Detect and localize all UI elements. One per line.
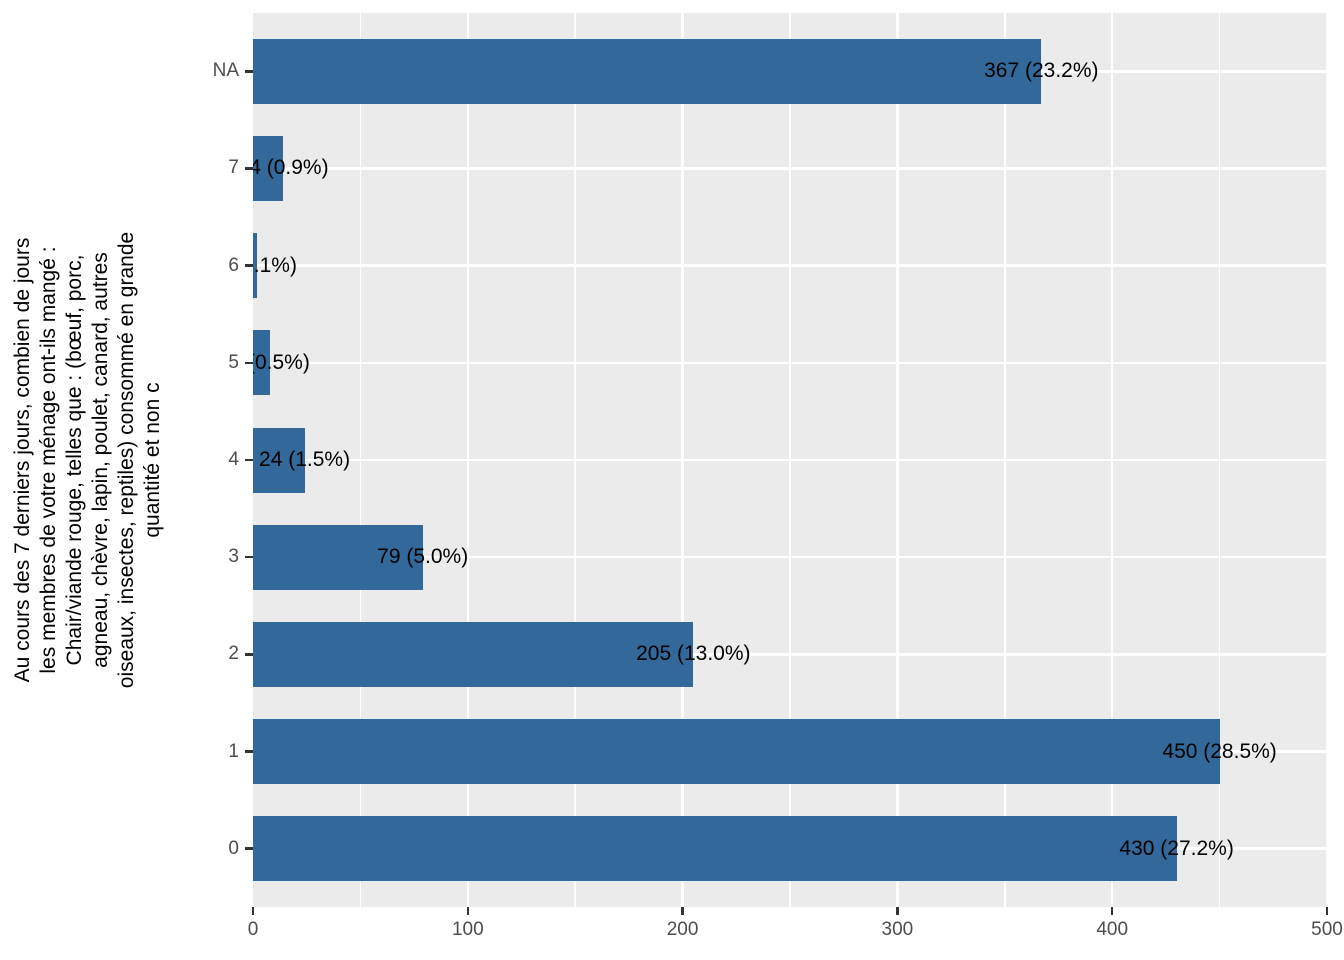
bar-value-label-4: 24 (1.5%) — [259, 448, 351, 471]
y-axis-tick-label: 3 — [228, 546, 239, 568]
y-axis-tick-label: 0 — [228, 837, 239, 859]
x-axis-tick — [681, 907, 684, 915]
gridline-major — [1110, 13, 1114, 907]
y-axis-tick-label: 7 — [228, 157, 239, 179]
y-axis-tick-label: 1 — [228, 740, 239, 762]
x-axis-tick-label: 500 — [1311, 919, 1343, 940]
y-axis-tick — [245, 847, 253, 850]
y-axis-tick-label: 5 — [228, 351, 239, 373]
y-axis-tick — [245, 361, 253, 365]
gridline-minor — [1218, 13, 1221, 907]
x-axis-tick-label: 200 — [666, 919, 699, 940]
x-axis-tick-label: 300 — [881, 919, 914, 940]
bar-5 — [253, 330, 271, 396]
bar-value-label-6: 2 (0.1%) — [253, 253, 297, 277]
bar-7 — [253, 135, 284, 201]
y-axis-tick-label: 4 — [228, 449, 239, 470]
bar-value-label-NA: 367 (23.2%) — [984, 59, 1099, 83]
x-axis-tick — [896, 907, 899, 915]
plot-panel: 367 (23.2%) 14 (0.9%) 2 (0.1%) 8 (0.5%) 24 (… — [253, 13, 1327, 907]
x-axis-tick — [1325, 907, 1329, 915]
x-axis-tick — [1110, 907, 1114, 915]
bar-3 — [253, 524, 423, 590]
bar-NA — [253, 38, 1042, 104]
gridline-major — [466, 13, 470, 907]
bar-value-label-0: 430 (27.2%) — [1119, 836, 1234, 860]
y-axis-tick — [245, 167, 253, 170]
y-axis-tick — [245, 70, 253, 73]
gridline-major — [896, 13, 899, 907]
bar-1 — [253, 719, 1220, 785]
bar-2 — [253, 621, 694, 687]
gridline-minor — [574, 13, 576, 907]
gridline-minor — [359, 13, 362, 907]
x-axis-tick-label: 100 — [451, 919, 484, 940]
y-axis-tick — [245, 264, 253, 267]
y-axis-tick-label: 2 — [228, 643, 239, 665]
bar-0 — [253, 816, 1177, 882]
y-axis-tick — [245, 458, 253, 462]
y-axis-tick — [245, 555, 253, 559]
y-axis-tick-label: 6 — [228, 254, 239, 276]
gridline-major — [1325, 13, 1327, 907]
x-axis-tick-label: 400 — [1096, 919, 1129, 940]
gridline-minor — [789, 13, 791, 907]
x-axis-tick-label: 0 — [247, 919, 259, 940]
bar-6 — [253, 233, 258, 299]
y-axis-tick-label: NA — [212, 60, 239, 82]
bar-4 — [253, 427, 305, 493]
bar-value-label-3: 79 (5.0%) — [377, 545, 469, 569]
y-axis-tick — [245, 750, 253, 753]
bar-value-label-5: 8 (0.5%) — [253, 350, 310, 374]
y-axis-tick — [245, 653, 253, 656]
gridline-minor — [1004, 13, 1006, 907]
x-axis-tick — [466, 907, 470, 915]
bar-value-label-2: 205 (13.0%) — [636, 642, 751, 666]
bar-value-label-7: 14 (0.9%) — [253, 156, 329, 180]
bar-value-label-1: 450 (28.5%) — [1162, 739, 1277, 763]
x-axis-tick — [251, 907, 255, 915]
gridline-major — [681, 13, 684, 907]
